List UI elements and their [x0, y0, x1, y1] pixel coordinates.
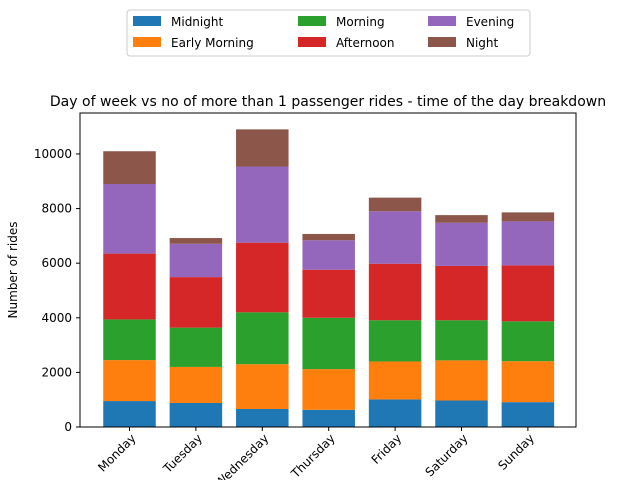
- plot-frame: [79, 112, 577, 428]
- bar-thursday-early-morning: [302, 369, 355, 410]
- legend-swatch-morning: [298, 16, 326, 26]
- legend-swatch-afternoon: [298, 37, 326, 47]
- bar-saturday-afternoon: [435, 265, 488, 321]
- bar-friday-morning: [368, 320, 422, 362]
- bar-sunday-morning: [501, 321, 555, 362]
- x-tick-label: Tuesday: [160, 431, 205, 476]
- bar-wednesday-night: [236, 129, 289, 167]
- bar-thursday-afternoon: [302, 269, 355, 318]
- bar-tuesday-early-morning: [169, 366, 223, 403]
- bar-friday-night: [368, 197, 422, 212]
- bar-tuesday-midnight: [169, 402, 223, 427]
- legend-label-morning: Morning: [336, 15, 385, 29]
- legend-label-early-morning: Early Morning: [171, 36, 254, 50]
- bar-sunday-evening: [501, 221, 555, 266]
- bar-thursday-evening: [302, 240, 355, 270]
- y-tick-label: 6000: [41, 256, 72, 270]
- x-tick-label: Sunday: [495, 431, 537, 473]
- bar-sunday-afternoon: [501, 265, 555, 322]
- bar-saturday-early-morning: [435, 360, 488, 401]
- chart-title: Day of week vs no of more than 1 passeng…: [50, 94, 606, 110]
- y-axis-label: Number of rides: [6, 222, 20, 319]
- bar-friday-early-morning: [368, 361, 422, 400]
- y-axis: 0 2000 4000 6000 8000 10000: [34, 147, 80, 434]
- y-tick-label: 0: [64, 420, 72, 434]
- x-tick-label: Wednesday: [212, 431, 271, 480]
- legend-label-afternoon: Afternoon: [336, 36, 395, 50]
- bar-friday-midnight: [368, 399, 422, 427]
- y-tick-label: 10000: [34, 147, 72, 161]
- bar-tuesday-evening: [169, 243, 223, 278]
- bar-tuesday-afternoon: [169, 277, 223, 328]
- bar-wednesday-afternoon: [236, 242, 289, 313]
- bar-thursday-morning: [302, 317, 355, 370]
- bar-friday-evening: [368, 211, 422, 264]
- bar-saturday-midnight: [435, 400, 488, 427]
- bar-sunday-early-morning: [501, 361, 555, 403]
- bar-monday-afternoon: [103, 253, 156, 320]
- x-tick-label: Monday: [95, 431, 138, 474]
- x-axis: Monday Tuesday Wednesday Thursday Friday Satu…: [95, 427, 537, 480]
- bar-tuesday-morning: [169, 327, 223, 367]
- y-tick-label: 2000: [41, 365, 72, 379]
- bar-wednesday-evening: [236, 166, 289, 243]
- x-tick-label: Saturday: [422, 431, 470, 479]
- y-tick-label: 4000: [41, 311, 72, 325]
- legend-swatch-midnight: [133, 16, 161, 26]
- legend-label-evening: Evening: [466, 15, 514, 29]
- bar-thursday-night: [302, 233, 355, 241]
- bar-wednesday-early-morning: [236, 364, 289, 409]
- bar-wednesday-morning: [236, 312, 289, 365]
- bar-tuesday-night: [169, 238, 223, 244]
- bars: [103, 129, 555, 427]
- bar-monday-morning: [103, 319, 156, 361]
- legend-label-night: Night: [466, 36, 499, 50]
- bar-saturday-morning: [435, 320, 488, 361]
- bar-wednesday-midnight: [236, 408, 289, 427]
- bar-friday-afternoon: [368, 263, 422, 321]
- bar-sunday-night: [501, 212, 555, 222]
- legend-label-midnight: Midnight: [171, 15, 223, 29]
- legend: Midnight Early Morning Morning Afternoon Eve…: [126, 9, 531, 57]
- legend-swatch-evening: [428, 16, 456, 26]
- legend-swatch-night: [428, 37, 456, 47]
- bar-saturday-evening: [435, 222, 488, 266]
- bar-sunday-midnight: [501, 402, 555, 427]
- y-tick-label: 8000: [41, 202, 72, 216]
- bar-thursday-midnight: [302, 409, 355, 427]
- bar-monday-night: [103, 151, 156, 184]
- bar-monday-early-morning: [103, 360, 156, 402]
- bar-monday-midnight: [103, 401, 156, 427]
- x-tick-label: Thursday: [288, 431, 338, 480]
- legend-swatch-early-morning: [133, 37, 161, 47]
- x-tick-label: Friday: [369, 431, 405, 467]
- bar-saturday-night: [435, 215, 488, 223]
- bar-monday-evening: [103, 183, 156, 254]
